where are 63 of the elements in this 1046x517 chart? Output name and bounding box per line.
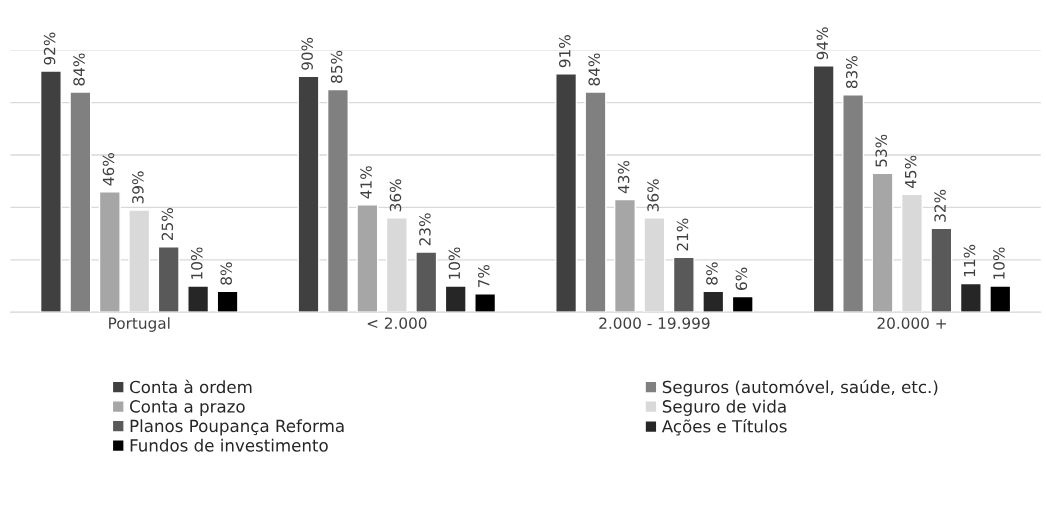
bar — [989, 285, 1012, 313]
bar — [613, 198, 636, 313]
data-label: 32% — [934, 189, 946, 222]
bar — [672, 256, 695, 313]
data-label: 45% — [904, 155, 917, 189]
x-tick-label: 2.000 - 19.999 — [599, 317, 710, 329]
x-tick-label: Portugal — [109, 317, 170, 332]
data-label: 7% — [478, 264, 490, 288]
data-label: 36% — [647, 179, 659, 212]
bar — [216, 290, 239, 313]
legend-label: Planos Poupança Reforma — [130, 419, 344, 436]
bar — [356, 204, 379, 313]
data-label: 90% — [301, 37, 313, 70]
bar — [871, 172, 894, 313]
legend-label: Ações e Títulos — [661, 419, 787, 436]
legend-label: Seguros (automóvel, saúde, etc.) — [662, 379, 938, 397]
x-tick-label: 20.000 + — [877, 317, 946, 329]
data-label: 84% — [588, 53, 600, 86]
bar — [474, 293, 497, 313]
data-label: 36% — [389, 179, 402, 212]
bar — [69, 91, 92, 313]
data-label: 8% — [220, 262, 232, 285]
data-label: 25% — [161, 208, 174, 241]
data-label: 41% — [360, 166, 372, 199]
data-label: 83% — [845, 56, 858, 89]
bar — [157, 246, 180, 313]
data-label: 92% — [43, 32, 56, 65]
bar — [584, 91, 607, 313]
data-label: 91% — [558, 35, 571, 68]
bar — [187, 285, 210, 313]
data-label: 10% — [191, 247, 203, 279]
bar — [812, 65, 835, 313]
x-tick-label: < 2.000 — [367, 317, 427, 329]
bar — [959, 282, 982, 313]
bar — [98, 190, 121, 313]
bar — [842, 94, 865, 313]
data-label: 11% — [963, 244, 976, 277]
data-label: 8% — [706, 262, 718, 285]
data-label: 43% — [617, 160, 630, 194]
legend-label: Conta a prazo — [130, 400, 245, 416]
bar — [297, 75, 320, 313]
data-label: 46% — [102, 153, 115, 186]
bar — [555, 73, 578, 313]
legend-label: Conta à ordem — [130, 379, 252, 394]
data-label: 84% — [73, 53, 85, 86]
bar — [39, 70, 62, 313]
bar — [444, 285, 467, 313]
data-label: 10% — [448, 247, 461, 279]
legend-label: Seguro de vida — [662, 399, 786, 416]
data-label: 23% — [419, 213, 431, 246]
data-label: 39% — [132, 171, 144, 204]
data-label: 53% — [875, 134, 887, 167]
legend-label: Fundos de investimento — [130, 438, 328, 452]
bar — [731, 295, 754, 313]
bar — [415, 251, 438, 313]
data-label: 21% — [676, 218, 689, 251]
bar — [930, 227, 953, 313]
data-label: 94% — [816, 27, 829, 60]
data-label: 6% — [735, 267, 748, 290]
bar — [326, 88, 349, 313]
bar — [702, 290, 725, 313]
data-label: 85% — [330, 50, 343, 83]
data-label: 10% — [993, 247, 1005, 279]
